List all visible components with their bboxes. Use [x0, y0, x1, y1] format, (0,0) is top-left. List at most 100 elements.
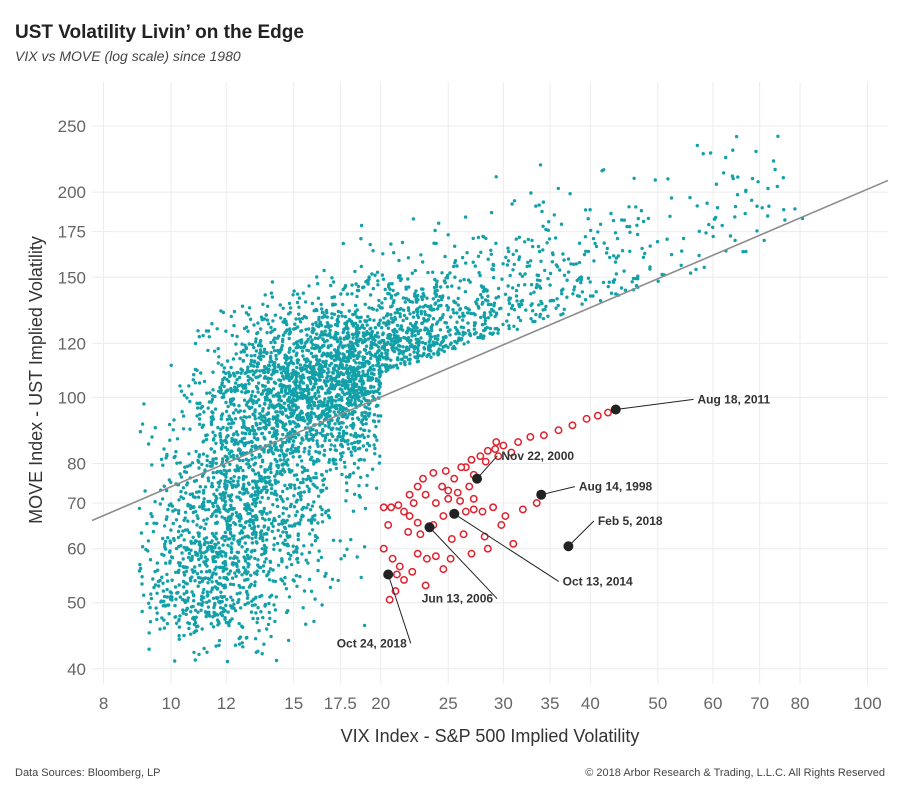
scatter-point [507, 296, 511, 300]
scatter-point [348, 340, 353, 344]
scatter-point [291, 449, 296, 454]
scatter-point [322, 369, 326, 373]
scatter-point [291, 368, 295, 372]
scatter-point [288, 451, 293, 455]
scatter-point [189, 539, 193, 544]
scatter-point [147, 601, 151, 605]
scatter-point [272, 349, 277, 353]
scatter-point [491, 331, 495, 335]
scatter-point [507, 249, 511, 254]
scatter-point [238, 512, 242, 517]
scatter-point [275, 419, 279, 423]
scatter-point [325, 339, 329, 343]
scatter-point [178, 472, 182, 476]
scatter-point [440, 295, 445, 299]
scatter-point [328, 398, 332, 403]
scatter-point [175, 437, 180, 441]
scatter-point [240, 431, 245, 435]
scatter-point [302, 344, 307, 348]
scatter-point [351, 389, 355, 393]
scatter-point [310, 406, 314, 411]
scatter-point [265, 512, 269, 516]
scatter-point [315, 486, 319, 490]
scatter-point [303, 300, 308, 304]
scatter-point [441, 338, 446, 342]
scatter-point [223, 482, 227, 486]
scatter-point [238, 409, 243, 413]
scatter-point [233, 389, 237, 394]
scatter-point [232, 323, 236, 328]
scatter-point [289, 355, 293, 359]
scatter-point [491, 276, 496, 280]
scatter-point [181, 486, 186, 490]
scatter-point [351, 426, 355, 430]
scatter-point [405, 345, 409, 349]
scatter-point [325, 351, 330, 356]
scatter-point [227, 374, 232, 379]
scatter-point [224, 441, 229, 445]
scatter-point [556, 303, 560, 308]
scatter-point [155, 521, 159, 526]
scatter-point [240, 383, 244, 388]
scatter-point [306, 502, 310, 507]
scatter-point [356, 370, 360, 374]
scatter-point [218, 431, 222, 436]
scatter-point [138, 566, 143, 571]
scatter-point [236, 600, 240, 604]
scatter-point [297, 296, 302, 300]
scatter-point [153, 569, 157, 574]
scatter-point [489, 302, 493, 307]
scatter-point [249, 610, 254, 614]
scatter-point [406, 277, 410, 281]
scatter-point [190, 392, 194, 396]
scatter-point [359, 475, 363, 479]
scatter-point [341, 372, 345, 376]
scatter-point [322, 340, 327, 344]
scatter-point [281, 452, 285, 456]
scatter-point [237, 476, 241, 480]
scatter-point [273, 619, 277, 624]
scatter-point [225, 435, 229, 439]
scatter-point [350, 377, 355, 381]
scatter-point [204, 614, 208, 619]
scatter-point [500, 277, 504, 281]
scatter-point [205, 600, 209, 605]
scatter-point [342, 460, 347, 465]
scatter-point [551, 252, 555, 257]
scatter-point [179, 533, 183, 537]
scatter-point [288, 306, 293, 310]
scatter-point [353, 448, 357, 453]
scatter-point [336, 350, 340, 354]
scatter-point [308, 532, 312, 536]
scatter-point [215, 613, 220, 617]
y-tick-label: 70 [67, 494, 86, 513]
scatter-point [520, 274, 525, 278]
annotated-point [383, 569, 394, 580]
scatter-point [701, 152, 705, 156]
scatter-point [392, 336, 396, 340]
scatter-point [426, 329, 431, 333]
scatter-point [236, 370, 240, 375]
scatter-point [249, 573, 253, 577]
scatter-point [262, 525, 266, 529]
scatter-point [321, 360, 325, 364]
scatter-point [328, 468, 332, 472]
scatter-point [212, 603, 217, 607]
scatter-point [224, 400, 228, 405]
scatter-point [203, 555, 208, 559]
scatter-point [150, 463, 154, 467]
scatter-point [302, 589, 307, 593]
scatter-point [311, 438, 315, 442]
scatter-point [389, 305, 393, 309]
scatter-point [474, 331, 478, 335]
scatter-point [270, 593, 274, 597]
scatter-point [480, 323, 485, 327]
scatter-point [247, 519, 251, 523]
scatter-point [704, 231, 708, 235]
scatter-point [185, 464, 190, 468]
scatter-point [259, 464, 263, 469]
scatter-point [279, 371, 284, 375]
scatter-point [211, 556, 215, 560]
scatter-point [511, 252, 515, 257]
scatter-point [530, 302, 534, 306]
